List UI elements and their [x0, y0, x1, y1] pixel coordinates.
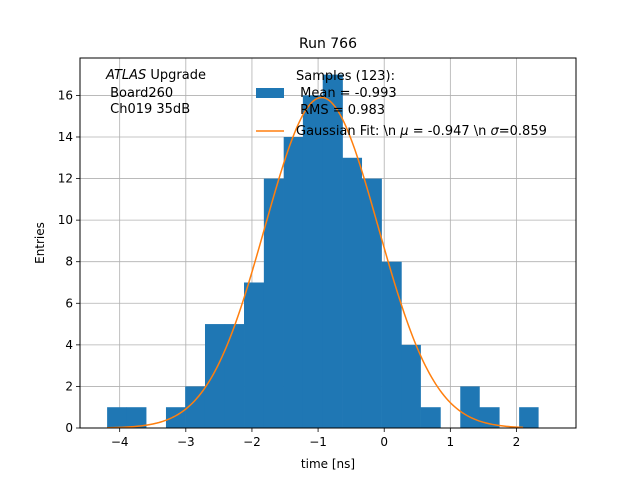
histogram-bar	[204, 324, 226, 428]
histogram-bar	[165, 407, 186, 428]
histogram-bar	[244, 282, 265, 428]
histogram-bar	[519, 407, 539, 428]
x-tick-label: −3	[177, 435, 195, 449]
legend-fit-mu-symbol: μ	[399, 124, 408, 139]
x-tick-label: 0	[380, 435, 388, 449]
histogram-bar	[126, 407, 147, 428]
y-tick-label: 0	[65, 421, 73, 435]
x-tick-label: −2	[243, 435, 261, 449]
legend-histogram-swatch	[256, 88, 284, 98]
histogram-bar	[322, 74, 343, 428]
histogram-bars	[107, 74, 539, 429]
histogram-bar	[107, 407, 127, 428]
annotation-atlas: ATLAS	[105, 68, 146, 83]
annotation-line-1: ATLAS Upgrade	[105, 68, 206, 83]
y-tick-label: 12	[58, 172, 73, 186]
legend-histogram-line-2: Mean = -0.993	[296, 86, 397, 101]
histogram-bar	[302, 95, 324, 428]
annotation-line-3: Ch019 35dB	[106, 102, 190, 117]
y-axis-label: Entries	[33, 222, 47, 264]
legend-histogram-line-1: Samples (123):	[296, 69, 395, 84]
x-tick-label: 1	[447, 435, 455, 449]
legend-histogram-line-3: RMS = 0.983	[296, 103, 385, 118]
legend-fit-suffix: =0.859	[499, 124, 547, 139]
y-tick-label: 4	[65, 338, 73, 352]
gaussian-fit-curve	[107, 96, 524, 429]
y-tick-label: 2	[65, 379, 73, 393]
annotation-line-2: Board260	[106, 86, 173, 101]
atlas-annotation: ATLAS Upgrade Board260 Ch019 35dB	[105, 68, 206, 117]
histogram-bar	[361, 178, 382, 428]
x-tick-label: 2	[513, 435, 521, 449]
histogram-bar	[401, 344, 421, 428]
axes-frame	[79, 57, 577, 429]
x-axis-label: time [ns]	[301, 457, 355, 471]
y-tick-label: 6	[65, 296, 73, 310]
legend-fit-sigma-symbol: σ	[491, 124, 500, 139]
y-tick-label: 16	[58, 88, 73, 102]
annotation-upgrade: Upgrade	[146, 68, 206, 83]
y-tick-label: 14	[58, 130, 73, 144]
histogram-bar	[283, 136, 304, 428]
histogram-bar	[342, 157, 363, 429]
chart-title: Run 766	[299, 36, 357, 52]
histogram-bar	[460, 386, 480, 428]
legend-fit-label: Gaussian Fit: \n μ = -0.947 \n σ=0.859	[296, 124, 547, 139]
legend-fit-mid: = -0.947 \n	[409, 124, 491, 139]
histogram-bar	[185, 386, 206, 428]
histogram-bar	[224, 324, 245, 428]
histogram-bar	[263, 178, 284, 428]
x-tick-label: −4	[111, 435, 129, 449]
y-tick-label: 8	[65, 255, 73, 269]
y-tick-label: 10	[58, 213, 73, 227]
legend-fit-prefix: Gaussian Fit: \n	[296, 124, 400, 139]
histogram-bar	[420, 407, 441, 428]
histogram-bar	[381, 261, 402, 428]
x-tick-label: −1	[309, 435, 327, 449]
legend: Samples (123): Mean = -0.993 RMS = 0.983…	[256, 69, 547, 139]
